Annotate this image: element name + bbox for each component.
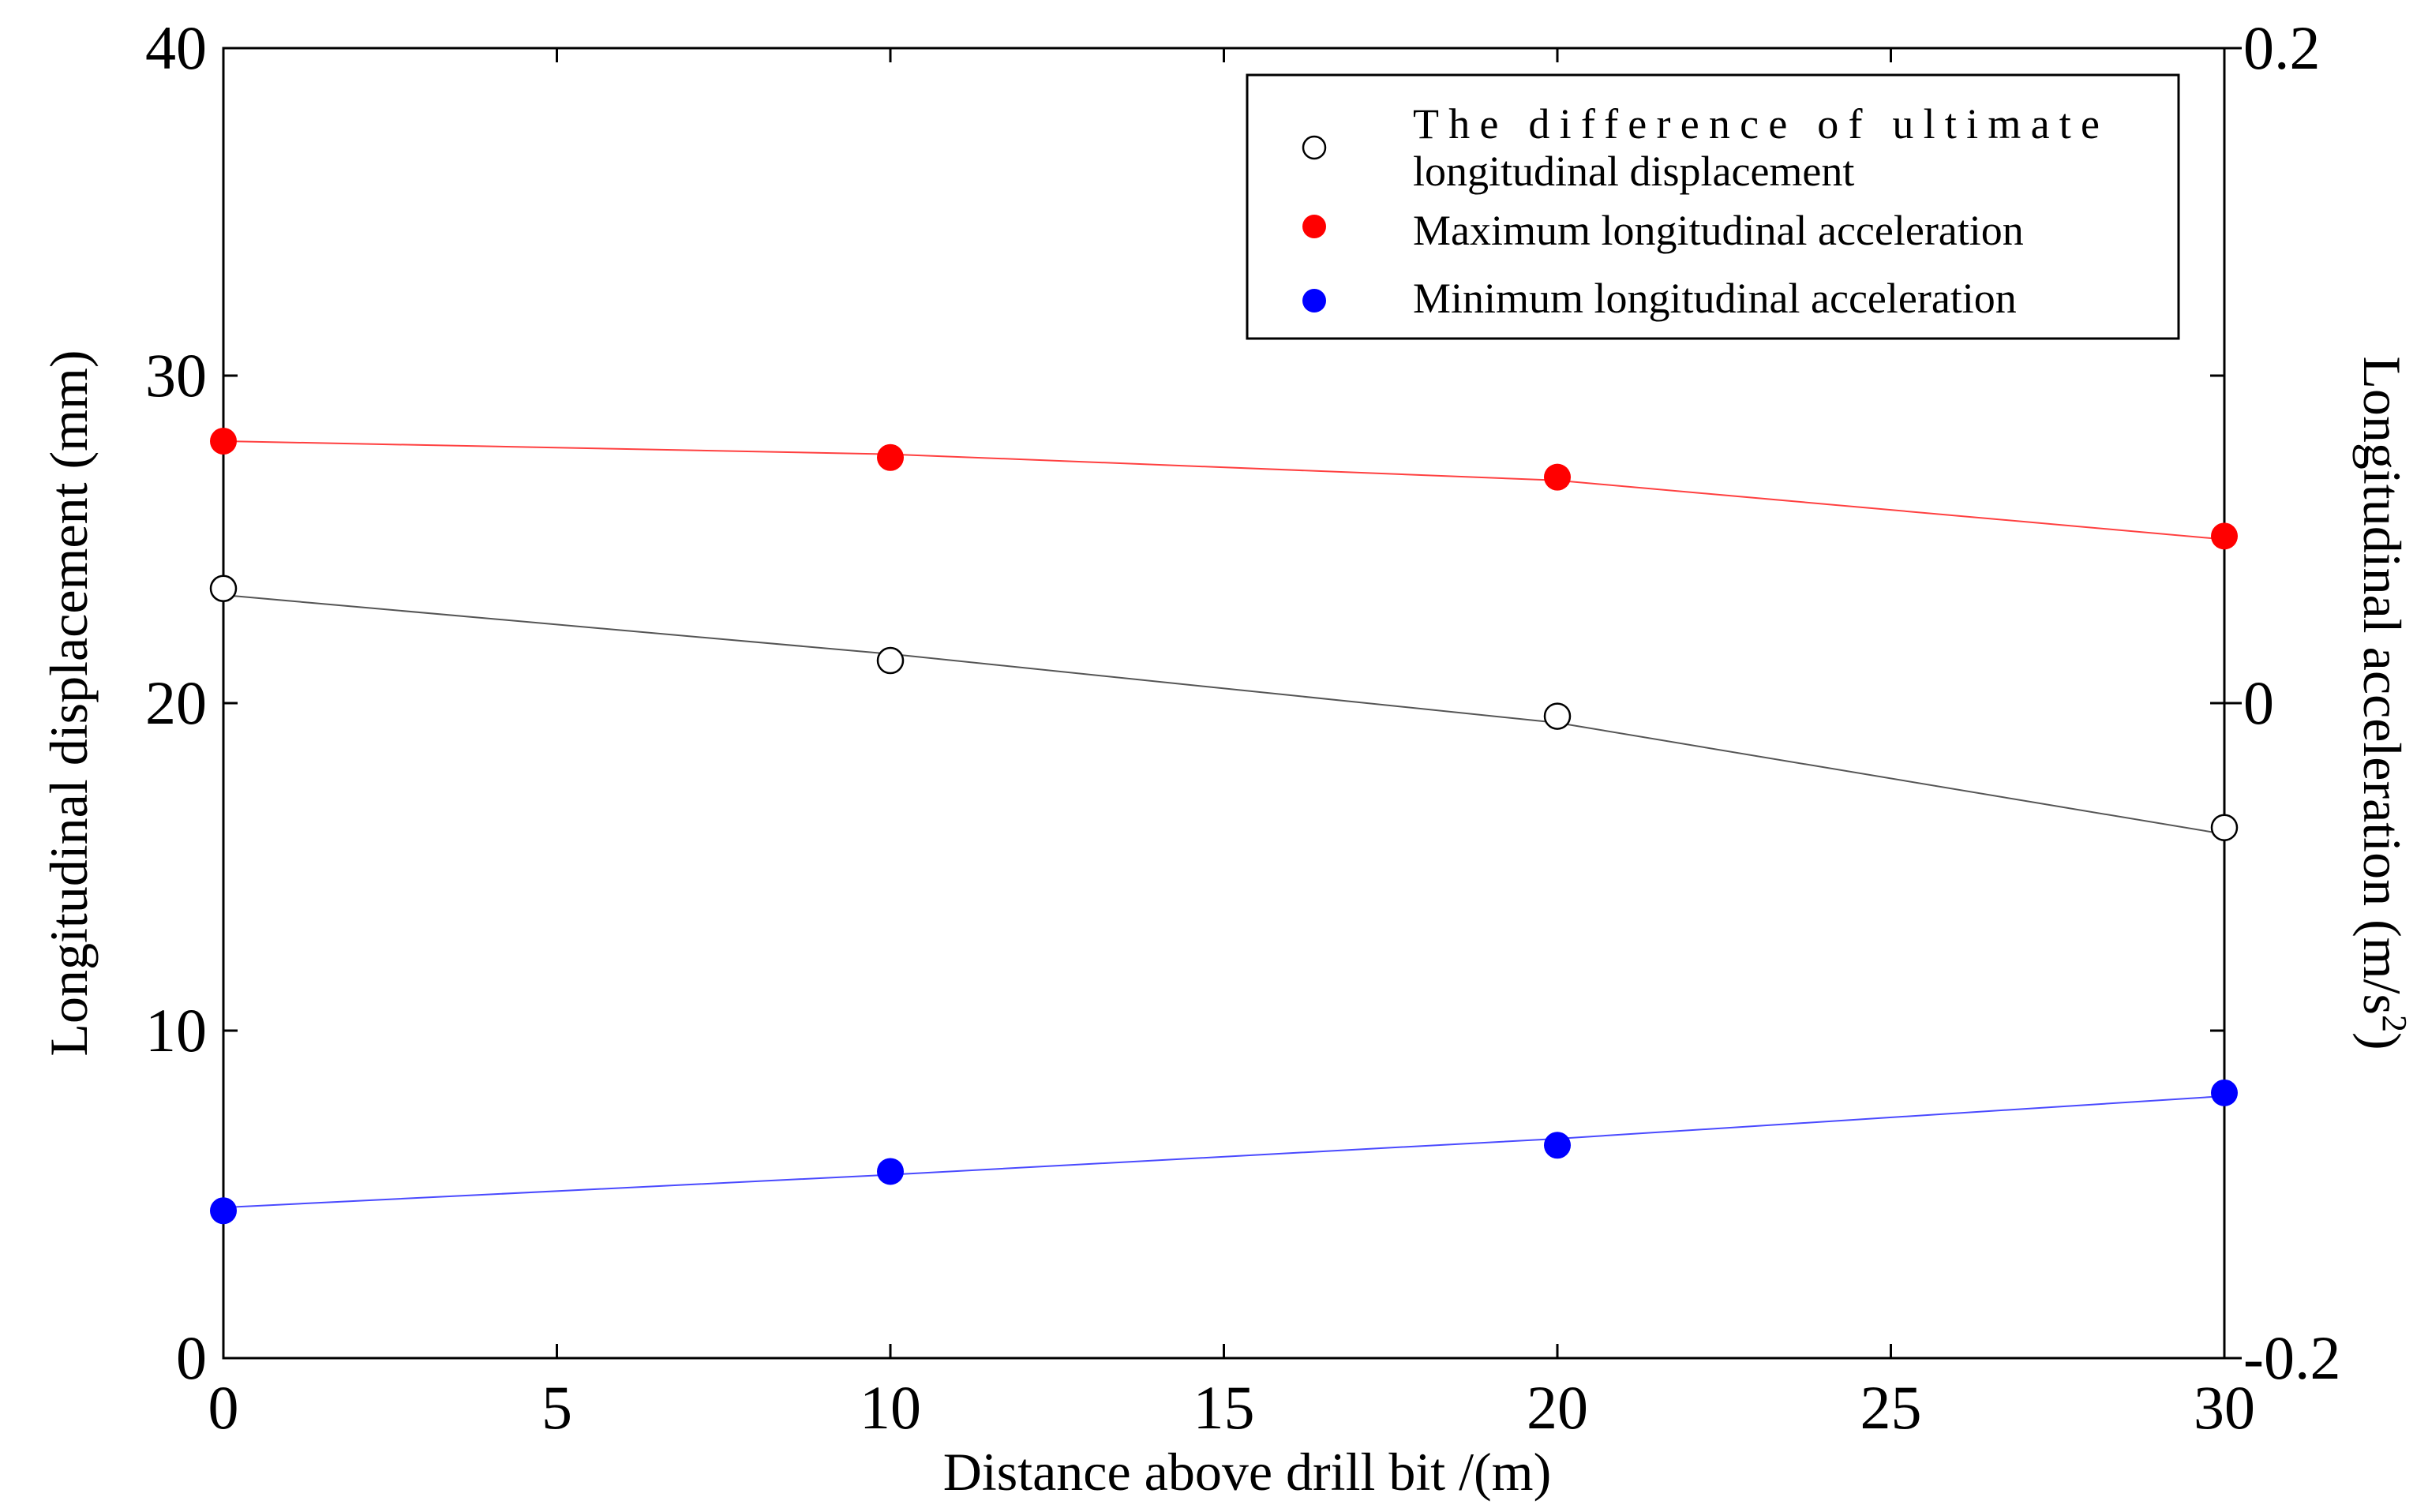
y-right-axis-title-close: ) [2352, 1032, 2412, 1050]
x-tick-label: 30 [2194, 1373, 2255, 1442]
data-point-series-1 [877, 443, 904, 471]
data-point-series-0 [209, 574, 238, 602]
series-line-0 [223, 594, 2225, 835]
legend-marker-red-dot [1302, 215, 1326, 238]
x-tick-label: 0 [208, 1373, 239, 1442]
y-tick-label: 30 [145, 341, 207, 410]
series-layer [209, 428, 2239, 1225]
y-tick-label: 20 [145, 668, 207, 737]
data-point-series-0 [2210, 814, 2239, 841]
legend: The difference of ultimate longitudinal … [1246, 73, 2180, 340]
x-tick-label: 5 [541, 1373, 572, 1442]
y-right-tick-label: 0.2 [2243, 13, 2321, 82]
legend-marker-blue-dot [1302, 289, 1326, 313]
x-axis-title: Distance above drill bit /(m) [943, 1442, 1551, 1502]
y-right-tick-label: -0.2 [2243, 1323, 2340, 1392]
data-point-series-2 [210, 1197, 237, 1225]
legend-marker-open-circle [1302, 135, 1327, 160]
legend-label-min-accel: Minimum longitudinal acceleration [1413, 275, 2017, 322]
data-point-series-2 [877, 1158, 904, 1185]
data-point-series-1 [210, 428, 237, 455]
data-point-series-0 [876, 646, 905, 675]
y-right-tick-label: 0 [2243, 668, 2274, 737]
y-right-axis-title-sup: 2 [2375, 1015, 2414, 1032]
axes-layer: 0 5 10 15 20 25 30 0 10 20 30 40 -0.2 0 0.2 [145, 13, 2340, 1442]
data-point-series-1 [2211, 522, 2238, 550]
legend-label-max-accel: Maximum longitudinal acceleration [1413, 207, 2024, 254]
x-tick-label: 15 [1193, 1373, 1255, 1442]
legend-label-displacement-line2: longitudinal displacement [1413, 148, 1854, 195]
x-tick-label: 20 [1527, 1373, 1588, 1442]
data-point-series-0 [1543, 702, 1572, 730]
data-point-series-1 [1544, 463, 1571, 491]
y-tick-label: 0 [176, 1323, 207, 1392]
data-point-series-2 [2211, 1079, 2238, 1106]
series-line-1 [223, 440, 2225, 541]
legend-box [1246, 73, 2180, 340]
y-axis-title: Longitudinal displacement (mm) [39, 350, 99, 1056]
data-point-series-2 [1544, 1132, 1571, 1159]
y-right-axis-title-text: Longitudinal acceleration (m/s [2352, 356, 2412, 1015]
x-tick-label: 10 [860, 1373, 921, 1442]
y-tick-label: 10 [145, 996, 207, 1065]
legend-label-displacement-line1: The difference of ultimate [1413, 100, 2100, 148]
x-tick-label: 25 [1860, 1373, 1922, 1442]
y-tick-label: 40 [145, 13, 207, 82]
series-line-2 [223, 1095, 2225, 1209]
y-right-axis-title: Longitudinal acceleration (m/s2) [2352, 356, 2414, 1050]
